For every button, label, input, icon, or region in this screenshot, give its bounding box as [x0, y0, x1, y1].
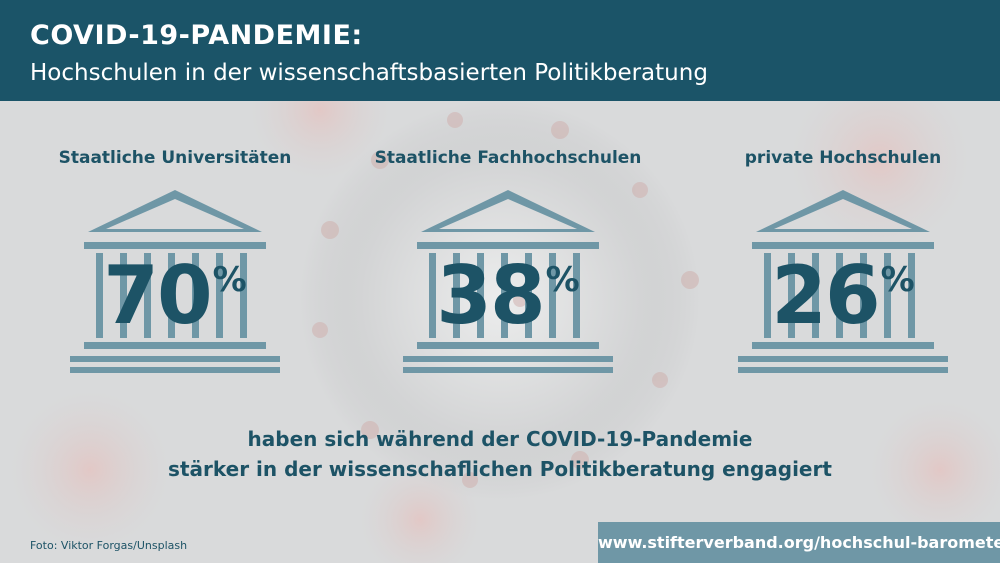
page-title: COVID-19-PANDEMIE:	[30, 20, 363, 51]
percent-sign: %	[880, 260, 915, 300]
percent-sign: %	[212, 260, 247, 300]
stat-label: private Hochschulen	[744, 148, 942, 168]
stat-value: 70%	[30, 256, 320, 336]
conclusion-line-2: stärker in der wissenschaflichen Politik…	[168, 457, 832, 481]
stat-number: 70	[103, 249, 212, 342]
website-link[interactable]: www.stifterverband.org/hochschul-baromet…	[598, 522, 1000, 563]
stat-label: Staatliche Fachhochschulen	[374, 148, 642, 168]
building-icon	[403, 190, 613, 373]
stat-card-private-hochschulen: private Hochschulen 26%	[698, 148, 988, 388]
stat-card-staatliche-fachhochschulen: Staatliche Fachhochschulen 38%	[363, 148, 653, 388]
stat-number: 38	[436, 249, 545, 342]
stat-card-staatliche-universitaeten: Staatliche Universitäten 70%	[30, 148, 320, 388]
conclusion-line-1: haben sich während der COVID-19-Pandemie	[247, 427, 753, 451]
header-banner: COVID-19-PANDEMIE: Hochschulen in der wi…	[0, 0, 1000, 101]
photo-credit: Foto: Viktor Forgas/Unsplash	[30, 539, 188, 552]
percent-sign: %	[545, 260, 580, 300]
building-icon	[738, 190, 948, 373]
stat-value: 38%	[363, 256, 653, 336]
stat-number: 26	[771, 249, 880, 342]
conclusion-text: haben sich während der COVID-19-Pandemie…	[0, 424, 1000, 484]
stat-value: 26%	[698, 256, 988, 336]
page-subtitle: Hochschulen in der wissenschaftsbasierte…	[30, 60, 708, 86]
stat-label: Staatliche Universitäten	[58, 148, 292, 168]
building-icon	[70, 190, 280, 373]
